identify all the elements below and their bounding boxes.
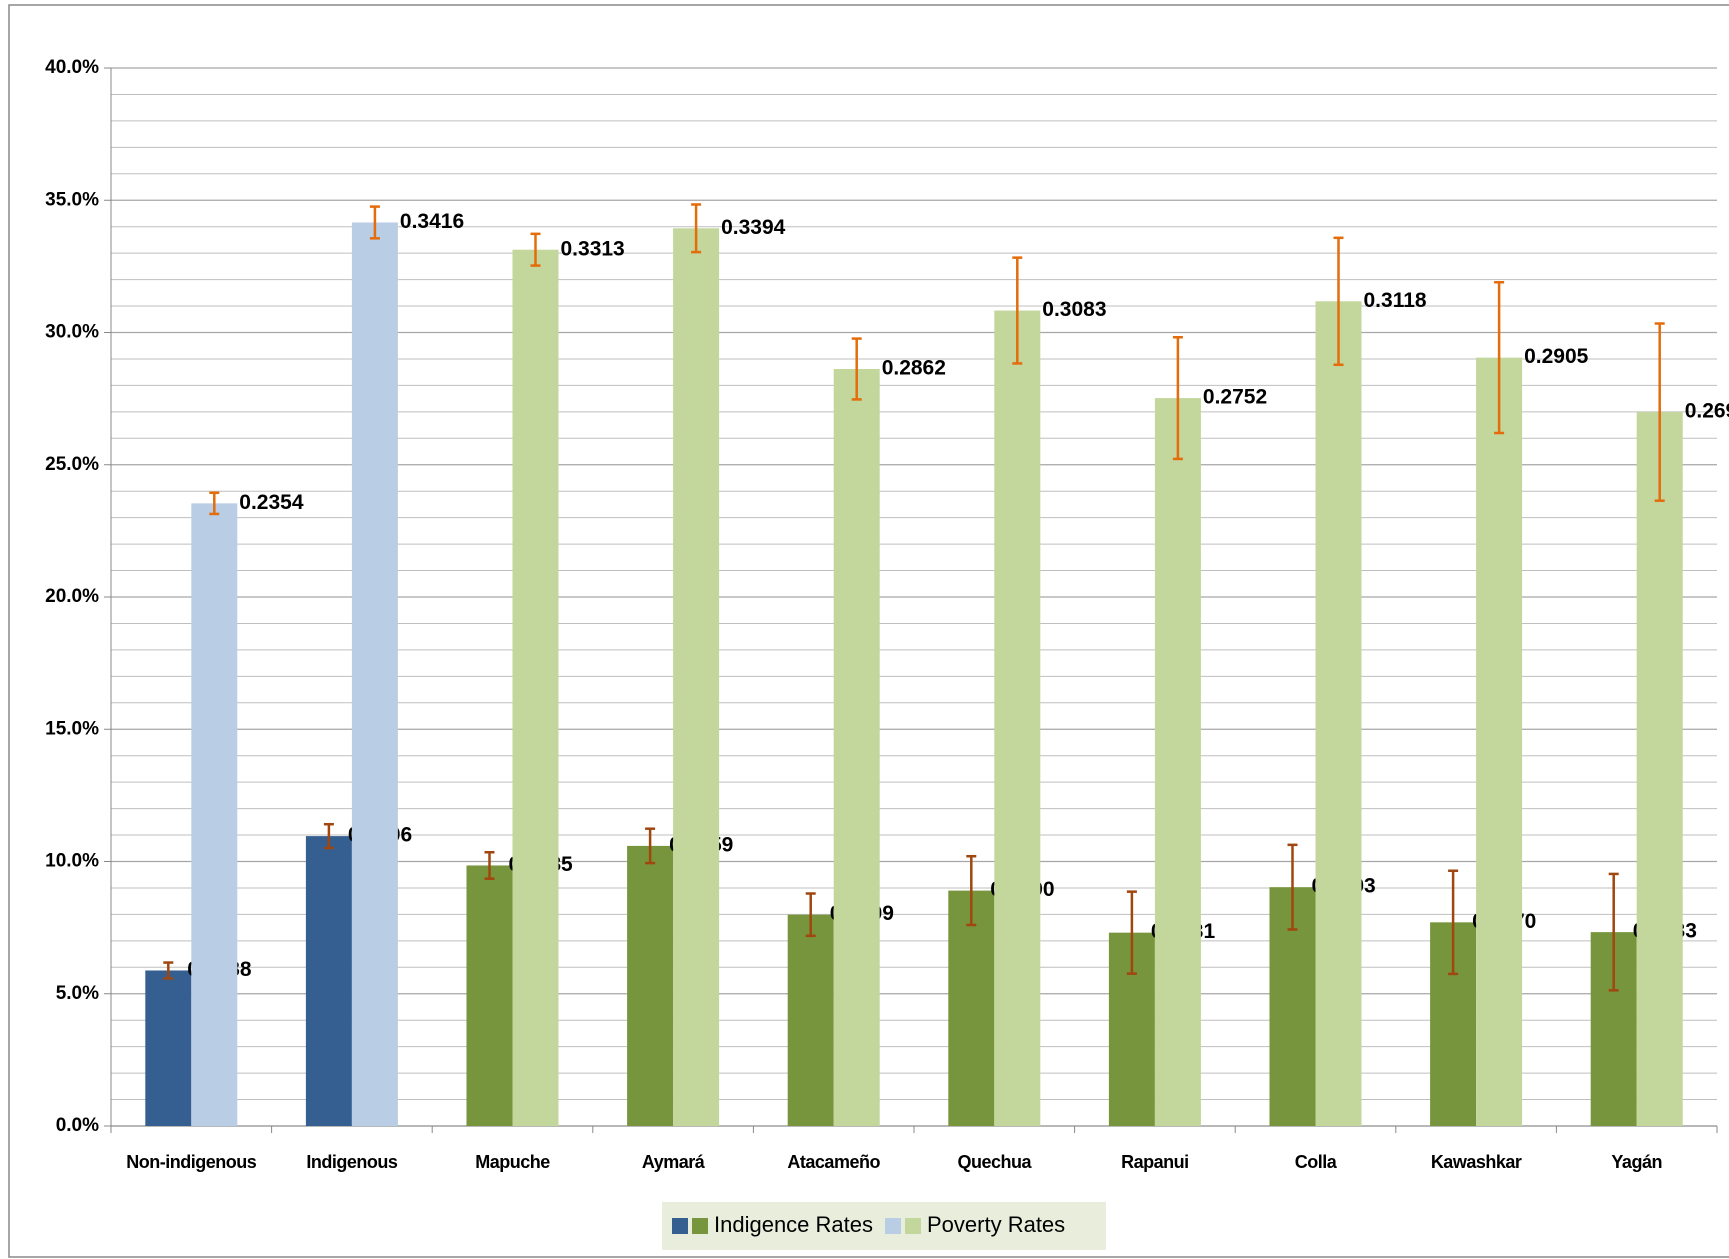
bar bbox=[1315, 301, 1362, 1126]
y-tick-label: 0.0% bbox=[56, 1115, 99, 1136]
x-tick-label: Rapanui bbox=[1121, 1152, 1189, 1172]
data-label: 0.2699 bbox=[1685, 400, 1729, 423]
bar bbox=[1476, 357, 1523, 1126]
x-tick-label: Yagán bbox=[1611, 1152, 1662, 1172]
x-tick-label: Atacameño bbox=[787, 1152, 880, 1172]
y-tick-label: 5.0% bbox=[56, 983, 99, 1004]
x-tick-label: Kawashkar bbox=[1431, 1152, 1522, 1172]
data-label: 0.2905 bbox=[1524, 345, 1589, 368]
x-tick-label: Quechua bbox=[958, 1152, 1033, 1172]
bar bbox=[673, 228, 720, 1127]
bar bbox=[145, 970, 192, 1126]
y-tick-label: 10.0% bbox=[45, 851, 99, 872]
bar bbox=[627, 845, 674, 1126]
legend-label: Poverty Rates bbox=[927, 1212, 1065, 1237]
legend-swatch bbox=[692, 1218, 708, 1234]
legend-label: Indigence Rates bbox=[714, 1212, 873, 1237]
bar bbox=[948, 890, 995, 1126]
data-label: 0.2354 bbox=[239, 491, 304, 514]
y-tick-label: 35.0% bbox=[45, 189, 99, 210]
bar bbox=[351, 222, 398, 1126]
x-tick-label: Indigenous bbox=[306, 1152, 397, 1172]
y-tick-label: 15.0% bbox=[45, 718, 99, 739]
data-label: 0.3118 bbox=[1364, 289, 1427, 312]
bar bbox=[787, 914, 834, 1126]
y-tick-label: 30.0% bbox=[45, 322, 99, 343]
data-label: 0.2752 bbox=[1203, 386, 1267, 409]
data-label: 0.3313 bbox=[561, 237, 625, 260]
x-tick-label: Aymará bbox=[642, 1152, 706, 1172]
bar bbox=[191, 503, 238, 1126]
bar bbox=[1154, 398, 1201, 1126]
legend-swatch bbox=[672, 1218, 688, 1234]
legend-swatch bbox=[905, 1218, 921, 1234]
bar bbox=[512, 249, 559, 1127]
bar bbox=[833, 369, 880, 1127]
x-tick-label: Mapuche bbox=[475, 1152, 550, 1172]
y-tick-label: 40.0% bbox=[45, 57, 99, 78]
data-label: 0.2862 bbox=[882, 357, 946, 380]
data-label: 0.3083 bbox=[1042, 298, 1106, 321]
bar bbox=[1636, 412, 1683, 1126]
legend-swatch bbox=[885, 1218, 901, 1234]
bar bbox=[466, 865, 513, 1126]
y-tick-label: 20.0% bbox=[45, 586, 99, 607]
y-tick-label: 25.0% bbox=[45, 454, 99, 475]
data-label: 0.3394 bbox=[721, 216, 786, 239]
bar bbox=[994, 310, 1041, 1126]
x-tick-label: Colla bbox=[1295, 1152, 1338, 1172]
bar bbox=[305, 836, 352, 1126]
data-label: 0.3416 bbox=[400, 210, 464, 233]
legend-box bbox=[662, 1202, 1106, 1250]
x-tick-label: Non-indigenous bbox=[126, 1152, 256, 1172]
